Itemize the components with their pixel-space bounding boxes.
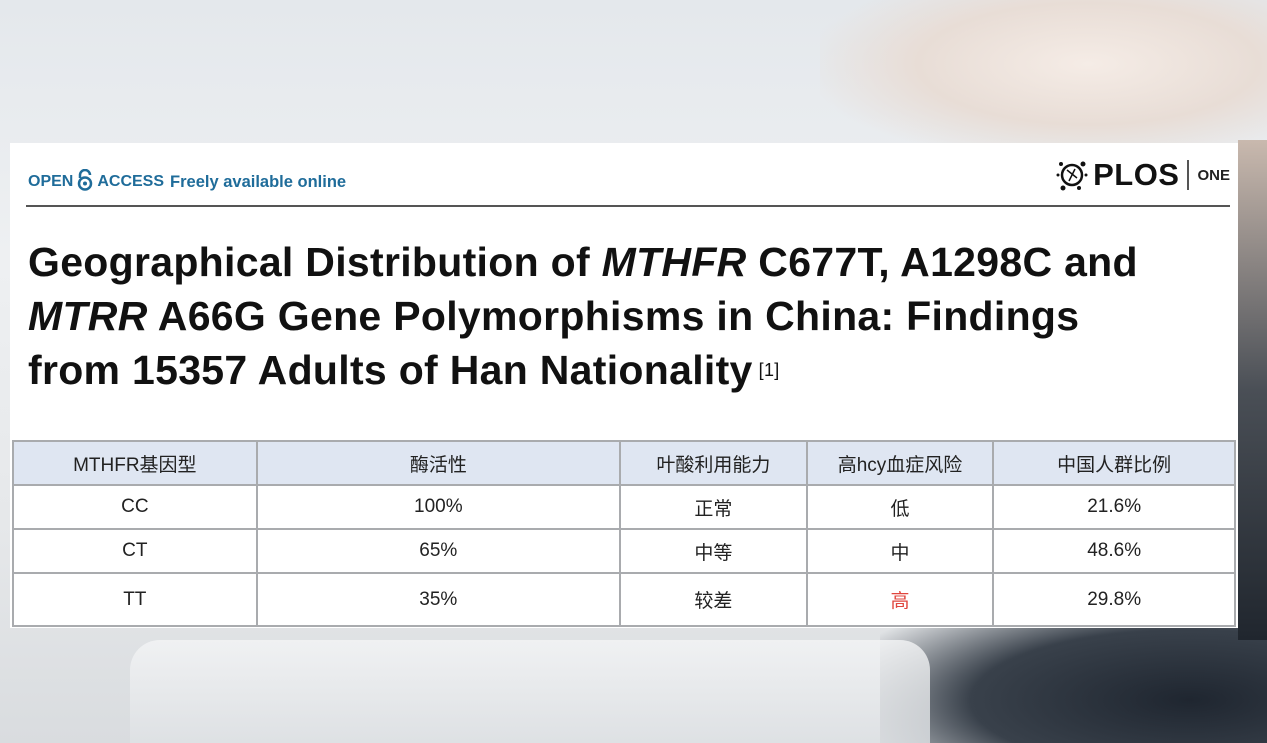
gene-name: MTHFR bbox=[601, 239, 747, 285]
header-folate-utilization: 叶酸利用能力 bbox=[619, 440, 808, 486]
cell: 65% bbox=[255, 528, 622, 574]
cell: 29.8% bbox=[992, 572, 1236, 627]
header-population-ratio: 中国人群比例 bbox=[992, 440, 1236, 486]
title-text: A66G Gene Polymorphisms in China: Findin… bbox=[147, 293, 1080, 339]
open-label: OPEN bbox=[28, 173, 74, 190]
header-rule bbox=[26, 205, 1230, 207]
plos-wordmark: PLOS bbox=[1093, 157, 1180, 192]
cell: 48.6% bbox=[992, 528, 1236, 574]
header-genotype: MTHFR基因型 bbox=[12, 440, 258, 486]
logo-divider bbox=[1187, 160, 1190, 190]
open-lock-icon bbox=[78, 169, 93, 191]
table-row: TT 35% 较差 高 29.8% bbox=[12, 572, 1236, 627]
tagline: Freely available online bbox=[170, 172, 347, 191]
one-wordmark: ONE bbox=[1197, 166, 1230, 184]
title-text: from 15357 Adults of Han Nationality bbox=[28, 347, 753, 393]
header-enzyme-activity: 酶活性 bbox=[255, 440, 622, 486]
cell: 中 bbox=[805, 528, 995, 574]
cell: CC bbox=[12, 484, 258, 530]
background-blur bbox=[820, 0, 1267, 160]
article-title: Geographical Distribution of MTHFR C677T… bbox=[28, 235, 1138, 397]
open-access-banner: OPEN ACCESS Freely available online bbox=[28, 169, 347, 193]
title-text: C677T, A1298C and bbox=[746, 239, 1138, 285]
genotype-table: MTHFR基因型 酶活性 叶酸利用能力 高hcy血症风险 中国人群比例 CC 1… bbox=[12, 440, 1236, 627]
plos-logo-icon bbox=[1056, 161, 1088, 191]
cell: CT bbox=[12, 528, 258, 574]
cell: 21.6% bbox=[992, 484, 1236, 530]
cell: 35% bbox=[255, 572, 622, 627]
cell: 正常 bbox=[619, 484, 808, 530]
cell: TT bbox=[12, 572, 258, 627]
cell: 中等 bbox=[619, 528, 808, 574]
title-text: Geographical Distribution of bbox=[28, 239, 602, 285]
background-edge bbox=[1238, 140, 1267, 640]
gene-name: MTRR bbox=[28, 293, 148, 339]
background-keyboard bbox=[130, 640, 930, 743]
table-row: CT 65% 中等 中 48.6% bbox=[12, 528, 1236, 574]
plos-one-logo: PLOS ONE bbox=[1055, 157, 1230, 193]
table-row: CC 100% 正常 低 21.6% bbox=[12, 484, 1236, 530]
header-hcy-risk: 高hcy血症风险 bbox=[805, 440, 995, 486]
cell: 100% bbox=[255, 484, 622, 530]
cell-high-risk: 高 bbox=[805, 572, 995, 627]
access-label: ACCESS bbox=[97, 173, 165, 190]
cell: 低 bbox=[805, 484, 995, 530]
citation-mark: [1] bbox=[758, 360, 780, 380]
table-header-row: MTHFR基因型 酶活性 叶酸利用能力 高hcy血症风险 中国人群比例 bbox=[12, 440, 1236, 486]
cell: 较差 bbox=[619, 572, 808, 627]
